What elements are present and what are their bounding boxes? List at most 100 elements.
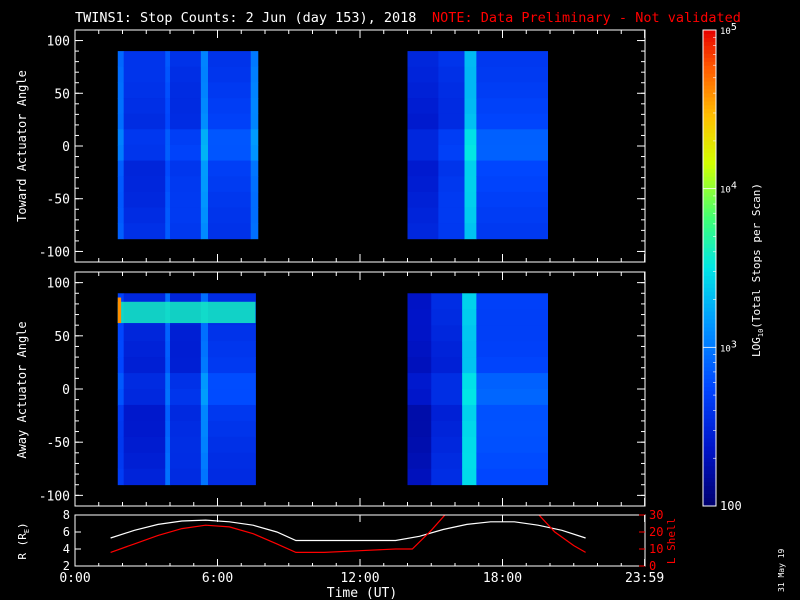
y-tick-label: 8	[63, 508, 70, 522]
heatmap-cell	[462, 325, 477, 342]
heatmap-cell	[117, 373, 125, 390]
colorbar-segment	[703, 394, 716, 400]
heatmap-cell	[250, 82, 259, 99]
y-tick-label: 0	[62, 140, 70, 155]
y-tick-label: -100	[39, 489, 70, 504]
heatmap-cell	[117, 144, 125, 161]
colorbar-segment	[703, 442, 716, 447]
heatmap-cell	[407, 98, 439, 115]
colorbar-segment	[703, 486, 716, 491]
heatmap-cell	[165, 436, 171, 454]
heatmap-cell	[476, 176, 549, 193]
colorbar-segment	[703, 422, 716, 428]
colorbar-segment	[703, 172, 716, 178]
heatmap-cell	[165, 160, 171, 177]
colorbar-segment	[703, 77, 716, 83]
heatmap-cell	[462, 436, 477, 454]
colorbar-segment	[703, 240, 716, 245]
heatmap-cell	[200, 144, 209, 161]
heatmap-cell	[476, 82, 549, 99]
heatmap-cell	[476, 191, 549, 208]
time-tick-label: 23:59	[625, 571, 664, 586]
colorbar-segment	[703, 379, 716, 384]
colorbar-segment	[703, 359, 716, 364]
colorbar-tick-exponent: 3	[731, 339, 737, 350]
heatmap-cell	[250, 191, 259, 208]
heatmap-cell	[431, 436, 463, 454]
colorbar-segment	[703, 402, 716, 408]
colorbar-segment	[703, 65, 716, 71]
time-tick-label: 0:00	[59, 571, 90, 586]
heatmap-cell	[431, 373, 463, 390]
heatmap-cell	[250, 144, 259, 161]
orbit-ylabel-end: )	[16, 522, 29, 529]
colorbar-segment	[703, 89, 716, 94]
heatmap-cell	[476, 357, 549, 374]
colorbar-segment	[703, 339, 716, 344]
heatmap-cell	[438, 129, 465, 146]
heatmap-cell	[170, 223, 202, 240]
colorbar-tick-exponent: 5	[731, 22, 737, 33]
heatmap-cell	[117, 341, 125, 358]
colorbar-segment	[703, 137, 716, 142]
heatmap-cell	[464, 66, 477, 83]
colorbar-label-rest: (Total Stops per Scan)	[750, 183, 763, 329]
heatmap-cell	[464, 144, 477, 161]
orbit-ylabel-sub: E	[23, 529, 31, 533]
colorbar-segment	[703, 192, 716, 198]
orbit-ylabel: R (RE)	[16, 522, 31, 559]
figure-title: TWINS1: Stop Counts: 2 Jun (day 153), 20…	[75, 10, 416, 26]
heatmap-cell	[200, 404, 209, 422]
heatmap-cell	[165, 452, 171, 470]
colorbar-segment	[703, 494, 716, 499]
heatmap-cell	[438, 66, 465, 83]
colorbar-segment	[703, 430, 716, 436]
heatmap-cell	[476, 468, 549, 486]
heatmap-cell	[250, 98, 259, 115]
heatmap-cell	[407, 357, 432, 374]
heatmap-cell	[123, 66, 166, 83]
heatmap-cell	[200, 341, 209, 358]
heatmap-cell	[464, 207, 477, 224]
heatmap-cell	[208, 404, 256, 422]
colorbar-segment	[703, 271, 716, 277]
heatmap-cell	[476, 98, 549, 115]
heatmap-cell	[462, 389, 477, 406]
colorbar-tick-label: 104	[720, 181, 737, 196]
heatmap-cell	[170, 144, 202, 161]
colorbar-segment	[703, 93, 716, 98]
toward-ylabel: Toward Actuator Angle	[15, 70, 29, 222]
colorbar-segment	[703, 343, 716, 348]
heatmap-cell	[200, 293, 209, 310]
colorbar-segment	[703, 41, 716, 47]
heatmap-cell	[438, 98, 465, 115]
heatmap-cell	[431, 452, 463, 470]
heatmap-cell	[407, 373, 432, 390]
heatmap-cell	[208, 452, 256, 470]
colorbar-segment	[703, 490, 716, 495]
heatmap-cell	[438, 207, 465, 224]
heatmap-cell	[407, 160, 439, 177]
y-tick-label: 50	[54, 330, 70, 345]
heatmap-cell	[170, 129, 202, 146]
orbit-ylabel-main: R (R	[16, 533, 29, 560]
heatmap-cell	[208, 357, 256, 374]
heatmap-cell	[462, 309, 477, 326]
heatmap-cell	[476, 389, 549, 406]
colorbar-segment	[703, 180, 716, 186]
away-ylabel: Away Actuator Angle	[15, 321, 29, 458]
heatmap-cell	[208, 144, 252, 161]
colorbar-segment	[703, 406, 716, 412]
heatmap-cell	[123, 325, 166, 342]
heatmap-cell	[123, 420, 166, 438]
colorbar-segment	[703, 101, 716, 106]
heatmap-cell	[165, 223, 171, 240]
heatmap-cell	[165, 66, 171, 83]
heatmap-cell	[407, 389, 432, 406]
heatmap-cell	[208, 113, 252, 130]
heatmap-cell	[200, 160, 209, 177]
colorbar-segment	[703, 446, 716, 451]
l-shell-line	[110, 515, 586, 554]
heatmap-band	[117, 301, 256, 324]
heatmap-cell	[123, 389, 166, 406]
